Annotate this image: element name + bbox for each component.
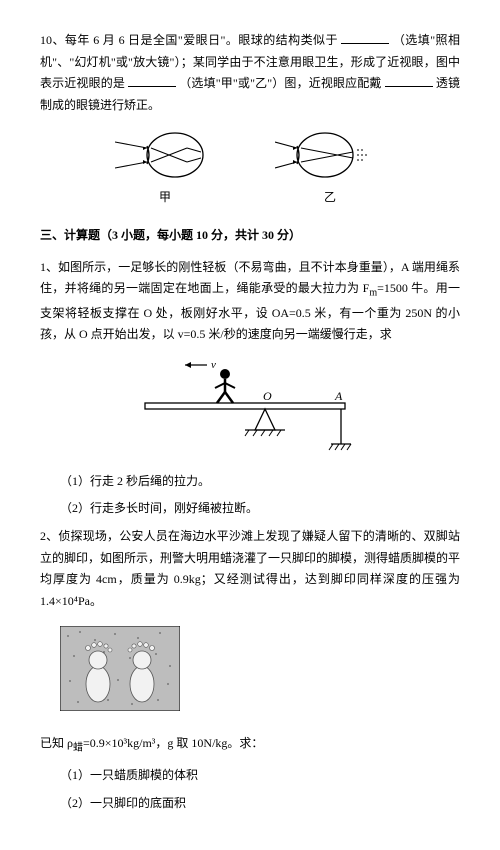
q10-figure-jia: 甲 <box>115 128 215 209</box>
q10-figure-yi: 乙 <box>275 128 385 209</box>
figure-label-jia: 甲 <box>159 187 171 209</box>
q2-given2: =0.9×10³kg/m³，g 取 10N/kg。求： <box>83 736 263 750</box>
q10-paragraph: 10、每年 6 月 6 日是全国"爱眼日"。眼球的结构类似于 （选填"照相机"、… <box>40 30 460 116</box>
q2-paragraph: 2、侦探现场，公安人员在海边水平沙滩上发现了嫌疑人留下的清晰的、双脚站立的脚印，… <box>40 526 460 612</box>
eye-diagram-jia-icon <box>115 128 215 183</box>
q1-sub1: （1）行走 2 秒后绳的拉力。 <box>60 471 460 493</box>
beam-a-label: A <box>334 389 343 403</box>
q2-sub2: （2）一只脚印的底面积 <box>60 793 460 815</box>
eye-diagram-yi-icon <box>275 128 385 183</box>
q2-given1: 已知 ρ <box>40 736 73 750</box>
footprint-icon <box>60 626 180 711</box>
q1-paragraph: 1、如图所示，一足够长的刚性轻板（不易弯曲，且不计本身重量），A 端用绳系住，并… <box>40 257 460 346</box>
q10-text1: 10、每年 6 月 6 日是全国"爱眼日"。眼球的结构类似于 <box>40 33 338 47</box>
section3-title: 三、计算题（3 小题，每小题 10 分，共计 30 分） <box>40 225 460 247</box>
q2-figure <box>60 626 460 719</box>
figure-label-yi: 乙 <box>324 187 336 209</box>
q2-given: 已知 ρ蜡=0.9×10³kg/m³，g 取 10N/kg。求： <box>40 733 460 757</box>
q1-sub2: （2）行走多长时间，刚好绳被拉断。 <box>60 498 460 520</box>
beam-v-label: v <box>211 359 216 371</box>
q1-figure: v O A <box>40 358 460 453</box>
q10-blank1[interactable] <box>341 31 389 44</box>
q10-figures: 甲 乙 <box>40 128 460 209</box>
q10-blank3[interactable] <box>385 74 433 87</box>
q1-sub: m <box>369 288 377 299</box>
q10-blank2[interactable] <box>128 74 176 87</box>
q2-given-sub: 蜡 <box>73 742 83 753</box>
beam-o-label: O <box>263 389 272 403</box>
q2-sub1: （1）一只蜡质脚模的体积 <box>60 765 460 787</box>
beam-diagram-icon: v O A <box>135 358 365 453</box>
q10-text3: （选填"甲"或"乙"）图，近视眼应配戴 <box>179 76 381 90</box>
